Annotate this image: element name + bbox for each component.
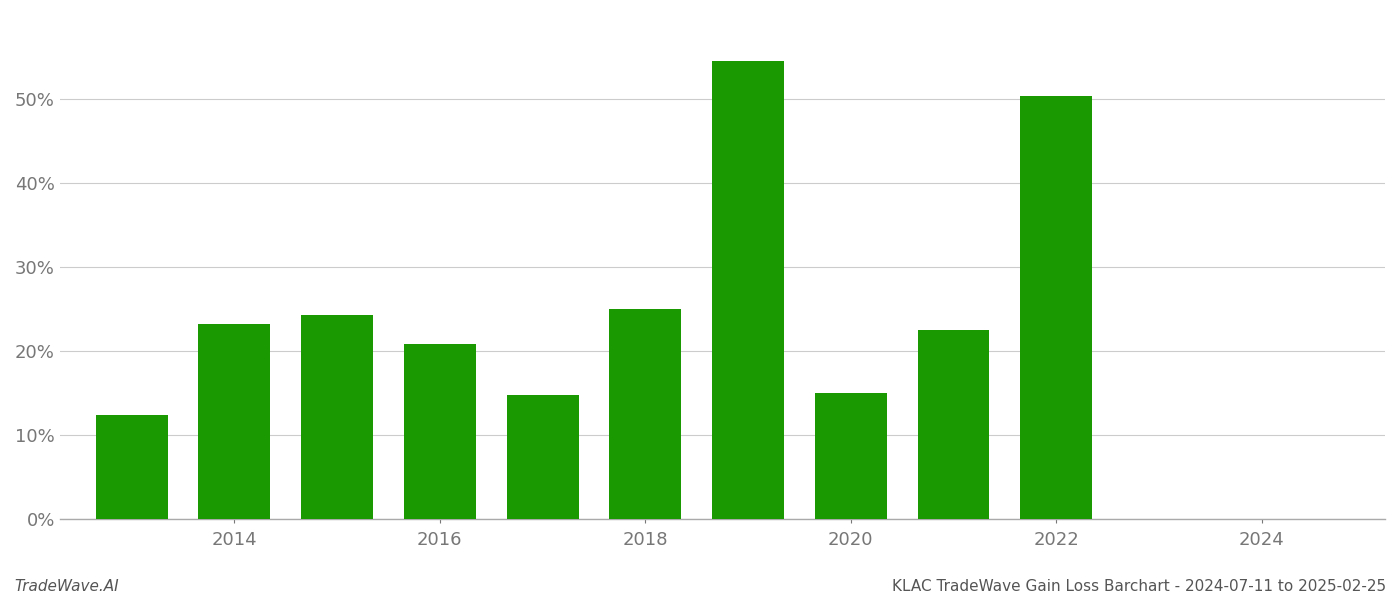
Bar <box>609 309 682 518</box>
Bar <box>917 329 990 518</box>
Bar <box>403 344 476 518</box>
Text: TradeWave.AI: TradeWave.AI <box>14 579 119 594</box>
Bar <box>815 392 886 518</box>
Bar <box>1021 97 1092 518</box>
Bar <box>507 395 578 518</box>
Bar <box>713 61 784 518</box>
Bar <box>95 415 168 518</box>
Text: KLAC TradeWave Gain Loss Barchart - 2024-07-11 to 2025-02-25: KLAC TradeWave Gain Loss Barchart - 2024… <box>892 579 1386 594</box>
Bar <box>301 314 372 518</box>
Bar <box>199 324 270 518</box>
